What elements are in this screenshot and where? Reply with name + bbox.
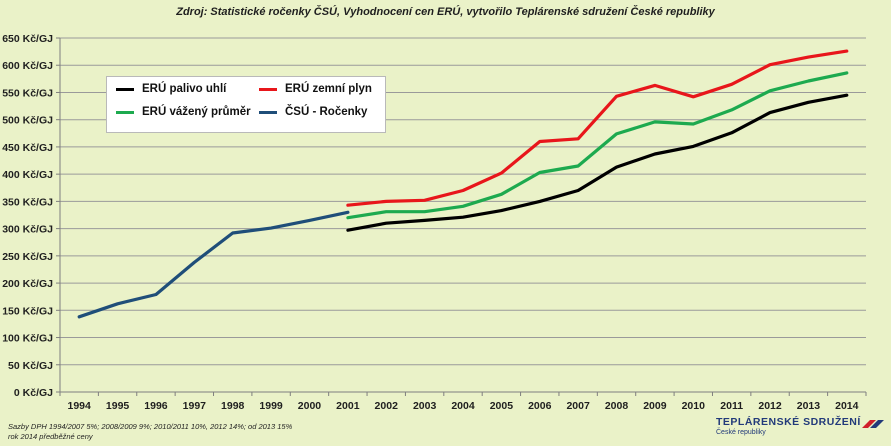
- x-tick-label: 2001: [336, 400, 360, 412]
- y-tick-label: 200 Kč/GJ: [2, 278, 53, 290]
- footnote-line-2: rok 2014 předběžné ceny: [8, 432, 93, 441]
- x-tick-label: 1996: [144, 400, 168, 412]
- x-tick-label: 2012: [758, 400, 782, 412]
- x-tick-label: 2006: [528, 400, 552, 412]
- y-tick-label: 450 Kč/GJ: [2, 142, 53, 154]
- company-logo: TEPLÁRENSKÉ SDRUŽENÍ České republiky: [714, 416, 884, 442]
- logo-title: TEPLÁRENSKÉ SDRUŽENÍ: [716, 416, 861, 428]
- y-tick-label: 400 Kč/GJ: [2, 169, 53, 181]
- legend-item-weighted: ERÚ vážený průměr: [116, 106, 251, 118]
- logo-subtitle: České republiky: [716, 429, 766, 436]
- y-tick-label: 250 Kč/GJ: [2, 251, 53, 263]
- x-tick-label: 2013: [797, 400, 821, 412]
- x-tick-label: 2000: [298, 400, 322, 412]
- x-tick-label: 2009: [643, 400, 667, 412]
- footnote: Sazby DPH 1994/2007 5%; 2008/2009 9%; 20…: [8, 422, 292, 442]
- y-tick-label: 350 Kč/GJ: [2, 196, 53, 208]
- series-line-3: [77, 210, 350, 319]
- y-tick-label: 0 Kč/GJ: [14, 387, 53, 399]
- logo-mark-icon: [862, 420, 884, 428]
- legend: ERÚ palivo uhlí ERÚ zemní plyn ERÚ vážen…: [106, 76, 386, 133]
- x-tick-label: 2011: [720, 400, 743, 412]
- legend-label-csu: ČSÚ - Ročenky: [285, 106, 368, 118]
- x-tick-label: 2003: [413, 400, 437, 412]
- series-line-0: [346, 93, 849, 232]
- x-tick-label: 2010: [682, 400, 706, 412]
- y-tick-label: 500 Kč/GJ: [2, 115, 53, 127]
- y-tick-label: 650 Kč/GJ: [2, 33, 53, 45]
- x-tick-label: 2014: [835, 400, 859, 412]
- x-tick-label: 2005: [490, 400, 514, 412]
- legend-label-gas: ERÚ zemní plyn: [285, 83, 372, 95]
- y-tick-label: 600 Kč/GJ: [2, 60, 53, 72]
- x-tick-label: 1999: [259, 400, 283, 412]
- legend-item-csu: ČSÚ - Ročenky: [259, 106, 367, 118]
- y-tick-label: 150 Kč/GJ: [2, 305, 53, 317]
- legend-swatch-coal: [116, 87, 134, 91]
- x-tick-label: 1994: [68, 400, 92, 412]
- x-tick-label: 1995: [106, 400, 130, 412]
- y-tick-label: 50 Kč/GJ: [8, 360, 53, 372]
- x-tick-label: 2008: [605, 400, 629, 412]
- legend-swatch-weighted: [116, 110, 134, 114]
- footnote-line-1: Sazby DPH 1994/2007 5%; 2008/2009 9%; 20…: [8, 422, 293, 431]
- x-tick-label: 2002: [375, 400, 399, 412]
- legend-label-coal: ERÚ palivo uhlí: [142, 83, 227, 95]
- x-tick-label: 1997: [183, 400, 207, 412]
- legend-label-weighted: ERÚ vážený průměr: [142, 106, 251, 118]
- legend-swatch-csu: [259, 110, 277, 114]
- y-tick-label: 550 Kč/GJ: [2, 87, 53, 99]
- x-tick-label: 2007: [566, 400, 590, 412]
- series-line-2: [346, 71, 849, 220]
- x-tick-label: 1998: [221, 400, 245, 412]
- legend-swatch-gas: [259, 87, 277, 91]
- source-title: Zdroj: Statistické ročenky ČSÚ, Vyhodnoc…: [176, 6, 715, 18]
- x-tick-label: 2004: [451, 400, 475, 412]
- series-line-1: [346, 49, 849, 207]
- y-tick-label: 100 Kč/GJ: [2, 333, 53, 345]
- legend-item-gas: ERÚ zemní plyn: [259, 83, 372, 95]
- y-tick-label: 300 Kč/GJ: [2, 224, 53, 236]
- legend-item-coal: ERÚ palivo uhlí: [116, 83, 226, 95]
